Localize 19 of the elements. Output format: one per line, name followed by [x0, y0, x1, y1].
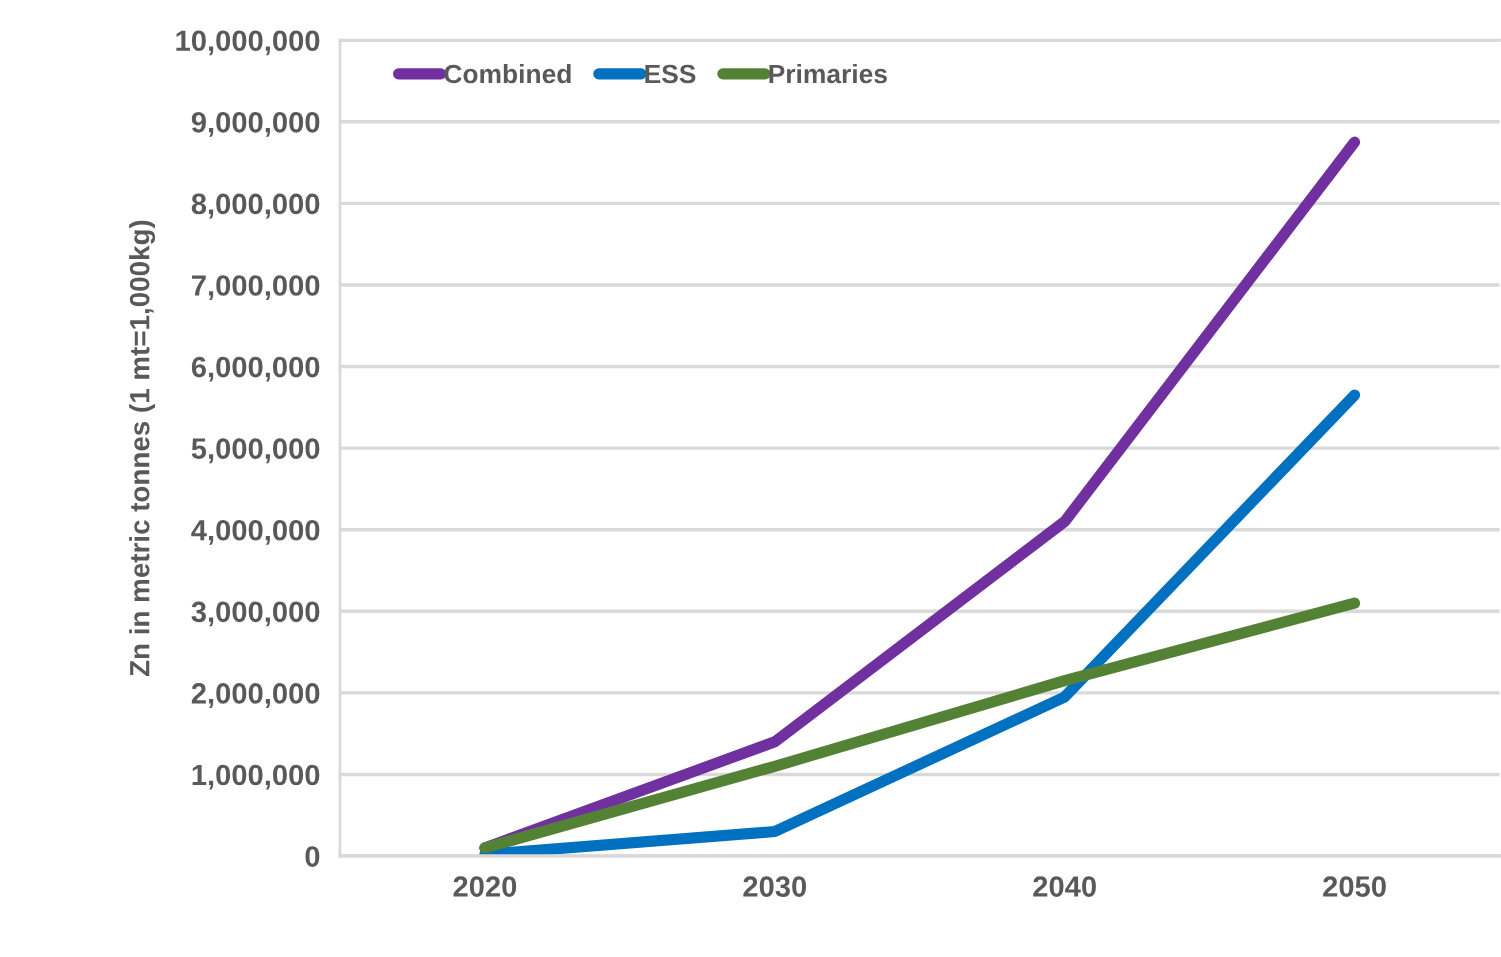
y-tick-label: 4,000,000	[191, 519, 320, 545]
legend-label: ESS	[645, 64, 696, 84]
x-tick-label: 2020	[453, 876, 517, 897]
y-tick-label: 0	[305, 846, 320, 867]
y-tick-label: 2,000,000	[191, 683, 320, 708]
y-axis-title: Zn in metric tonnes (1 mt=1,000kg)	[129, 220, 156, 677]
y-tick-label: 6,000,000	[191, 356, 320, 382]
x-tick-label: 2030	[743, 876, 807, 897]
y-tick-label: 7,000,000	[192, 275, 320, 301]
y-tick-label: 10,000,000	[176, 30, 320, 56]
legend-label: Primaries	[769, 63, 887, 84]
y-tick-label: 9,000,000	[191, 111, 320, 137]
y-tick-label: 3,000,000	[191, 601, 320, 627]
y-tick-label: 1,000,000	[192, 764, 320, 790]
legend-label: Combined	[444, 63, 571, 84]
y-tick-label: 8,000,000	[191, 193, 320, 219]
x-tick-label: 2040	[1033, 876, 1096, 897]
x-tick-label: 2050	[1323, 876, 1386, 897]
y-tick-label: 5,000,000	[191, 438, 320, 464]
